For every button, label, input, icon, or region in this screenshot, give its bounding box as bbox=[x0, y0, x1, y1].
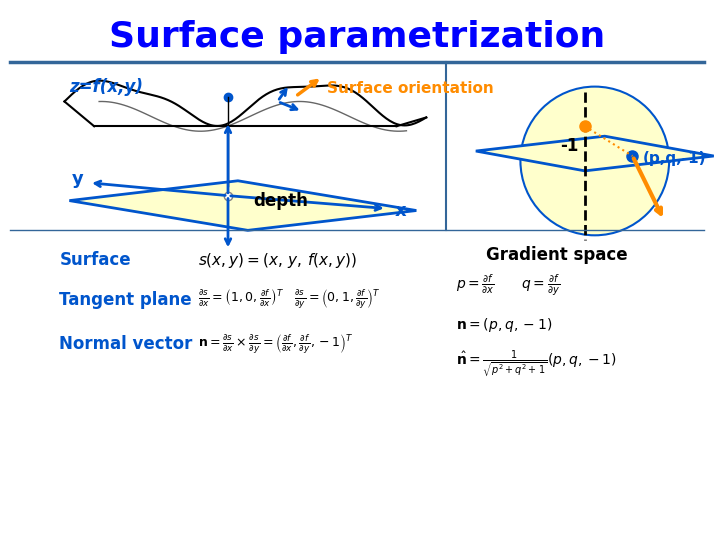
Text: $\hat{\mathbf{n}} = \frac{1}{\sqrt{p^2+q^2+1}}(p,q,-1)$: $\hat{\mathbf{n}} = \frac{1}{\sqrt{p^2+q… bbox=[456, 349, 616, 380]
Circle shape bbox=[521, 86, 669, 235]
Text: (p,q,-1): (p,q,-1) bbox=[642, 151, 706, 166]
Text: x: x bbox=[395, 201, 406, 220]
Text: Gradient space: Gradient space bbox=[486, 246, 627, 264]
Text: Surface orientation: Surface orientation bbox=[327, 81, 494, 96]
Text: Surface: Surface bbox=[60, 251, 131, 269]
Text: Normal vector: Normal vector bbox=[60, 335, 193, 353]
Text: $p = \frac{\partial f}{\partial x} \qquad q = \frac{\partial f}{\partial y}$: $p = \frac{\partial f}{\partial x} \qqua… bbox=[456, 272, 560, 298]
Polygon shape bbox=[476, 136, 714, 171]
Text: Surface parametrization: Surface parametrization bbox=[109, 20, 605, 54]
Text: $s(x,y) = (x,\, y,\, f(x,y))$: $s(x,y) = (x,\, y,\, f(x,y))$ bbox=[198, 251, 357, 269]
Text: -1: -1 bbox=[560, 137, 578, 155]
Text: $\mathbf{n} = \frac{\partial s}{\partial x} \times \frac{\partial s}{\partial y}: $\mathbf{n} = \frac{\partial s}{\partial… bbox=[198, 333, 354, 356]
Text: $\mathbf{n} = (p,q,-1)$: $\mathbf{n} = (p,q,-1)$ bbox=[456, 315, 552, 334]
Text: z=f(x,y): z=f(x,y) bbox=[69, 78, 143, 96]
Text: Tangent plane: Tangent plane bbox=[60, 291, 192, 309]
Text: depth: depth bbox=[253, 192, 307, 210]
Text: y: y bbox=[71, 170, 83, 188]
Polygon shape bbox=[69, 181, 416, 231]
Text: $\frac{\partial s}{\partial x} = \left(1,0,\frac{\partial f}{\partial x}\right)^: $\frac{\partial s}{\partial x} = \left(1… bbox=[198, 288, 381, 311]
